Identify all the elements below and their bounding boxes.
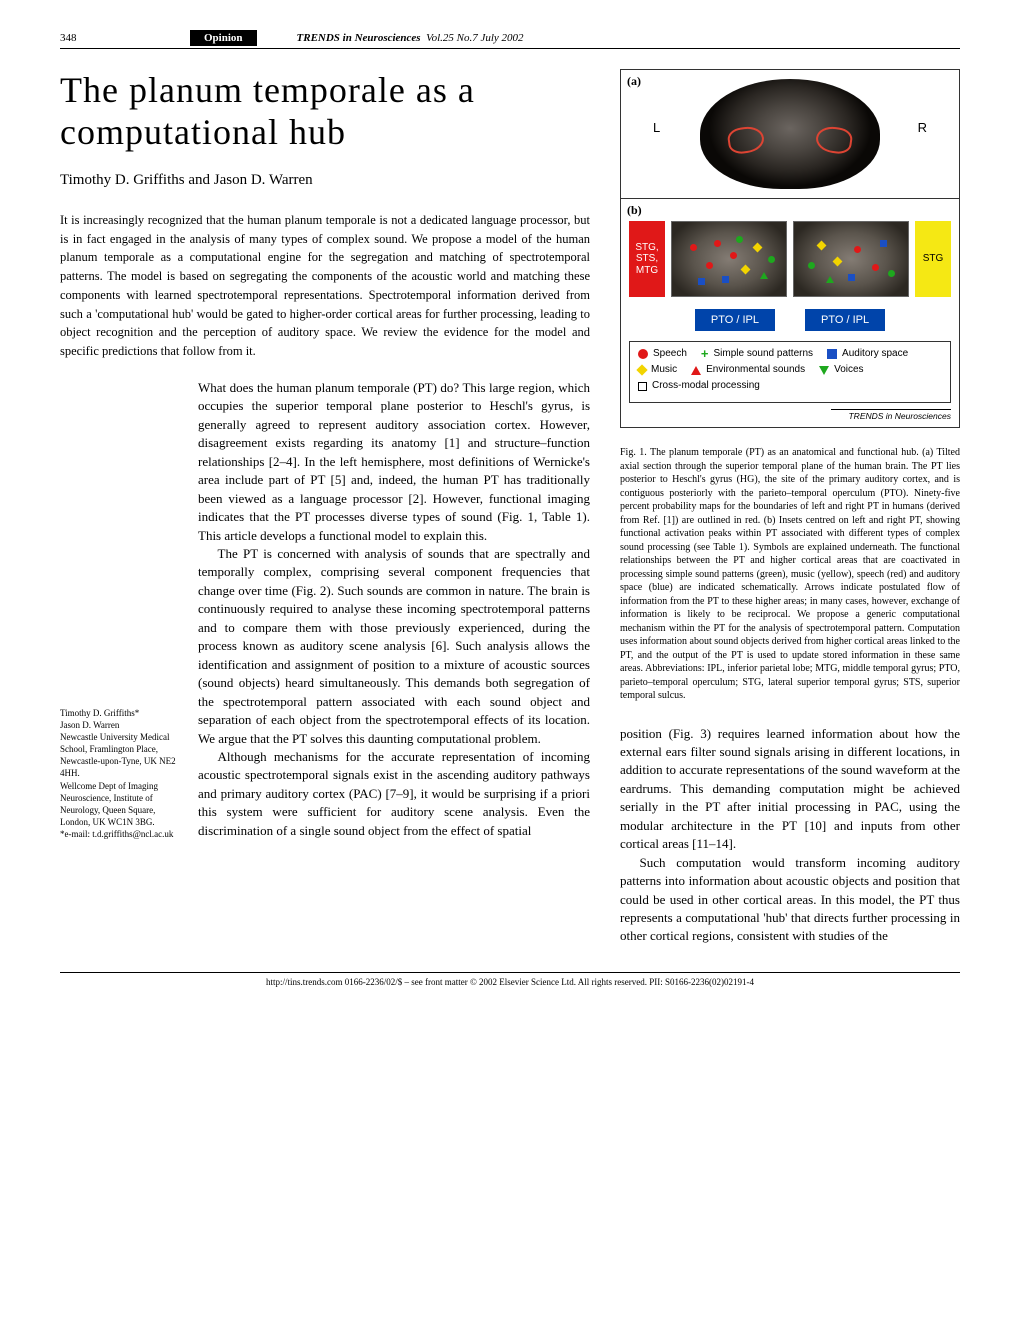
page-number: 348 — [60, 32, 190, 44]
panel-b-label: (b) — [627, 203, 642, 218]
activation-point — [817, 241, 827, 251]
abstract: It is increasingly recognized that the h… — [60, 211, 590, 361]
legend-item: Speech — [638, 348, 687, 360]
legend-label: Cross-modal processing — [652, 380, 760, 392]
body-para-r1: position (Fig. 3) requires learned infor… — [620, 725, 960, 854]
legend-swatch-icon — [691, 366, 701, 375]
legend-item: Cross-modal processing — [638, 380, 760, 392]
pt-outline-left — [726, 125, 765, 156]
legend-label: Speech — [653, 348, 687, 360]
left-pt-inset — [671, 221, 787, 297]
legend-swatch-icon — [819, 366, 829, 375]
legend-label: Simple sound patterns — [714, 348, 814, 360]
legend-label: Music — [651, 364, 677, 376]
affiliation-block: Timothy D. Griffiths* Jason D. Warren Ne… — [60, 379, 180, 840]
activation-point — [826, 276, 834, 283]
right-pt-inset — [793, 221, 909, 297]
activation-point — [760, 272, 768, 279]
activation-point — [722, 276, 729, 283]
body-para-2: The PT is concerned with analysis of sou… — [198, 545, 590, 748]
journal-name: TRENDS in Neurosciences — [297, 32, 421, 44]
page-footer: http://tins.trends.com 0166-2236/02/$ – … — [60, 972, 960, 987]
figure-1: (a) L R (b) STG, STS, MTG — [620, 69, 960, 428]
legend-swatch-icon — [636, 364, 647, 375]
figure-panel-b: (b) STG, STS, MTG STG PTO / IPL PTO / IP… — [620, 198, 960, 428]
activation-point — [888, 270, 895, 277]
activation-point — [833, 257, 843, 267]
right-hemisphere-label: R — [918, 120, 927, 135]
pto-box-right: PTO / IPL — [805, 309, 885, 331]
figure-1-caption: Fig. 1. The planum temporale (PT) as an … — [620, 446, 960, 703]
legend-label: Voices — [834, 364, 863, 376]
activation-point — [854, 246, 861, 253]
legend-item: + Simple sound patterns — [701, 348, 813, 360]
activation-point — [768, 256, 775, 263]
activation-point — [741, 265, 751, 275]
trends-attribution: TRENDS in Neurosciences — [831, 409, 951, 421]
activation-point — [690, 244, 697, 251]
legend-label: Environmental sounds — [706, 364, 805, 376]
issue-info: Vol.25 No.7 July 2002 — [426, 32, 523, 44]
left-region-tag: STG, STS, MTG — [629, 221, 665, 297]
activation-point — [753, 243, 763, 253]
affil-address2: Wellcome Dept of Imaging Neuroscience, I… — [60, 780, 180, 829]
author-line: Timothy D. Griffiths and Jason D. Warren — [60, 172, 590, 189]
body-para-3: Although mechanisms for the accurate rep… — [198, 748, 590, 840]
figure-legend: Speech + Simple sound patterns Auditory spa… — [629, 341, 951, 403]
activation-point — [880, 240, 887, 247]
activation-point — [736, 236, 743, 243]
legend-swatch-icon — [638, 382, 647, 391]
legend-item: Music — [638, 364, 677, 376]
affil-email: *e-mail: t.d.griffiths@ncl.ac.uk — [60, 828, 180, 840]
pto-row: PTO / IPL PTO / IPL — [629, 309, 951, 331]
body-text-left: What does the human planum temporale (PT… — [198, 379, 590, 840]
legend-swatch-icon: + — [701, 349, 709, 359]
pt-outline-right — [814, 125, 853, 156]
legend-swatch-icon — [638, 349, 648, 359]
activation-point — [872, 264, 879, 271]
legend-item: Auditory space — [827, 348, 908, 360]
affil-author2: Jason D. Warren — [60, 719, 180, 731]
affil-address1: Newcastle University Medical School, Fra… — [60, 731, 180, 780]
legend-label: Auditory space — [842, 348, 908, 360]
activation-point — [848, 274, 855, 281]
page-header: 348 Opinion TRENDS in Neurosciences Vol.… — [60, 30, 960, 49]
journal-info: TRENDS in Neurosciences Vol.25 No.7 July… — [297, 32, 524, 44]
legend-swatch-icon — [827, 349, 837, 359]
activation-point — [706, 262, 713, 269]
brain-scan-image — [700, 79, 880, 189]
right-region-tag: STG — [915, 221, 951, 297]
body-para-r2: Such computation would transform incomin… — [620, 854, 960, 946]
article-title: The planum temporale as a computational … — [60, 69, 590, 154]
activation-point — [714, 240, 721, 247]
figure-panel-a: (a) L R — [620, 69, 960, 199]
pto-box-left: PTO / IPL — [695, 309, 775, 331]
activation-point — [808, 262, 815, 269]
left-hemisphere-label: L — [653, 120, 660, 135]
activation-point — [698, 278, 705, 285]
affil-author1: Timothy D. Griffiths* — [60, 707, 180, 719]
activation-point — [730, 252, 737, 259]
legend-item: Voices — [819, 364, 863, 376]
body-text-right: position (Fig. 3) requires learned infor… — [620, 725, 960, 946]
legend-item: Environmental sounds — [691, 364, 805, 376]
section-label: Opinion — [190, 30, 257, 46]
body-para-1: What does the human planum temporale (PT… — [198, 379, 590, 545]
panel-a-label: (a) — [627, 74, 641, 89]
